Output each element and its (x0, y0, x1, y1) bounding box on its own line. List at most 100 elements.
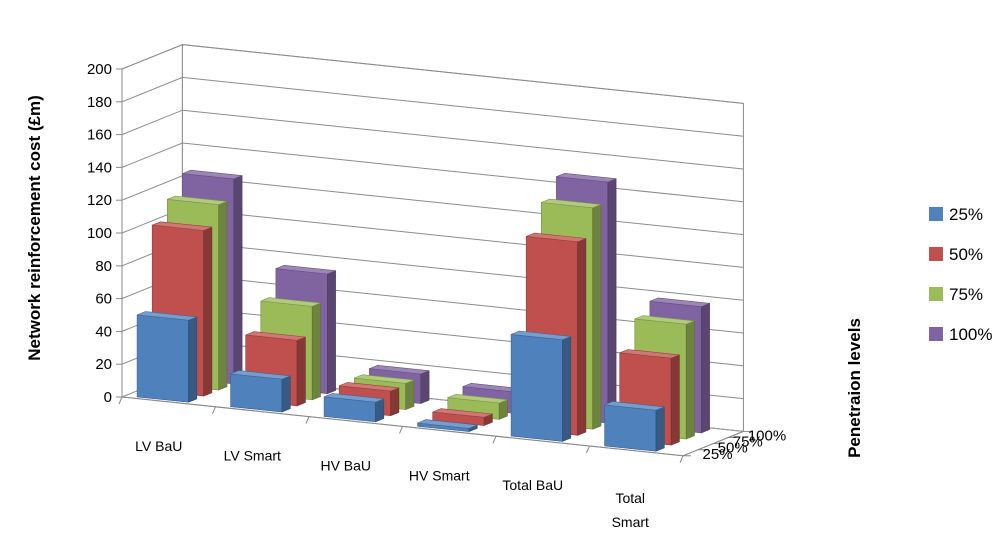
bar-top-face (167, 195, 228, 206)
y-tick-label: 100 (87, 225, 112, 242)
y-tick-label: 180 (87, 94, 112, 111)
bar-side-face (405, 379, 415, 411)
bar-top-face (432, 408, 493, 418)
bar-side-face (607, 178, 617, 424)
x-tick (679, 455, 684, 463)
x-tick (212, 406, 216, 414)
bar-side-face (281, 375, 291, 413)
gridline (121, 44, 744, 104)
x-tick (305, 416, 310, 424)
bars (136, 169, 710, 452)
y-tick-label: 80 (95, 258, 112, 275)
bar-top-face (152, 221, 213, 231)
bar-front-face (604, 404, 657, 452)
bar-top-face (275, 264, 336, 275)
bar-side-face (390, 387, 400, 417)
legend-swatch (929, 287, 943, 301)
y-tick-label: 20 (95, 356, 112, 373)
bar-side-face (218, 200, 228, 391)
bar-top-face (230, 370, 291, 380)
bar-side-face (670, 354, 680, 446)
legend-swatch (929, 247, 943, 261)
bar-top-face (417, 419, 478, 429)
bar-top-face (339, 382, 400, 392)
x-tick (118, 396, 123, 405)
bar (510, 330, 572, 442)
bar-top-face (354, 374, 415, 384)
x-tick-label: HV BaU (320, 458, 371, 474)
bar-top-face (260, 297, 321, 307)
gridline (121, 109, 744, 170)
bar-top-face (136, 311, 197, 321)
bar-top-face (182, 169, 243, 180)
gridline (121, 76, 744, 137)
bar-top-face (510, 330, 571, 341)
bar-side-face (592, 204, 602, 430)
bar (230, 370, 291, 413)
bar-top-face (369, 364, 430, 375)
bar-top-face (604, 401, 665, 411)
legend-label: 50% (949, 245, 983, 264)
y-axis-title: Network reinforcement cost (£m) (25, 95, 44, 360)
depth-tick-label: 50% (718, 440, 748, 457)
bar-top-face (649, 297, 710, 308)
bar (604, 401, 665, 452)
bar-side-face (203, 226, 213, 397)
legend-label: 25% (949, 205, 983, 224)
x-tick-label: LV BaU (135, 438, 182, 454)
bar-side-face (700, 302, 710, 434)
bar-side-face (296, 336, 306, 407)
bar-side-face (655, 406, 665, 452)
x-tick-label: Total BaU (502, 477, 563, 493)
y-tick-label: 60 (95, 291, 112, 308)
bar-top-face (541, 198, 602, 209)
x-tick-label: LV Smart (224, 448, 281, 464)
bar-front-face (136, 314, 189, 403)
y-axis: 0 20 40 60 80 100 120 140 160 180 200 (87, 61, 123, 406)
depth-tick-label: 75% (733, 434, 763, 451)
depth-axis: 25%50%75%100% (682, 427, 786, 463)
bar-side-face (188, 316, 198, 403)
bar-side-face (233, 175, 243, 385)
x-tick-label: Total Smart (612, 490, 649, 530)
bar-side-face (685, 320, 695, 440)
bar-side-face (577, 238, 587, 436)
bar-side-face (375, 398, 385, 423)
x-tick-label: HV Smart (409, 467, 470, 483)
bar-top-face (526, 232, 587, 243)
bar-top-face (245, 331, 306, 341)
x-tick (399, 426, 403, 434)
bar-top-face (634, 315, 695, 325)
bar-top-face (447, 393, 508, 404)
x-tick (492, 436, 497, 444)
x-tick (586, 445, 590, 454)
x-axis: LV BaU LV Smart HV BaU HV Smart Total BaU Tot… (118, 396, 684, 530)
bar-side-face (326, 270, 336, 395)
bar (417, 419, 478, 433)
y-tick-label: 160 (87, 127, 112, 144)
depth-axis-title: Penetraion levels (845, 318, 864, 458)
legend: 25% 50% 75% 100% (929, 205, 992, 344)
legend-swatch (929, 327, 943, 341)
depth-tick-label: 25% (703, 446, 733, 463)
y-tick-label: 40 (95, 323, 112, 340)
bar-top-face (323, 393, 384, 403)
bar-front-face (230, 373, 283, 413)
y-tick-label: 120 (87, 192, 112, 209)
y-tick-label: 200 (87, 61, 112, 78)
bar-front-face (510, 334, 563, 442)
legend-label: 75% (949, 285, 983, 304)
bar (323, 393, 385, 423)
legend-swatch (929, 207, 943, 221)
y-tick-label: 140 (87, 159, 112, 176)
legend-label: 100% (949, 325, 992, 344)
bar-top-face (556, 172, 617, 183)
y-tick-label: 0 (104, 389, 112, 406)
bar (136, 311, 198, 403)
bar-top-face (619, 349, 680, 359)
bar-side-face (311, 302, 321, 401)
bar-side-face (562, 335, 572, 442)
bar-side-face (420, 370, 430, 404)
